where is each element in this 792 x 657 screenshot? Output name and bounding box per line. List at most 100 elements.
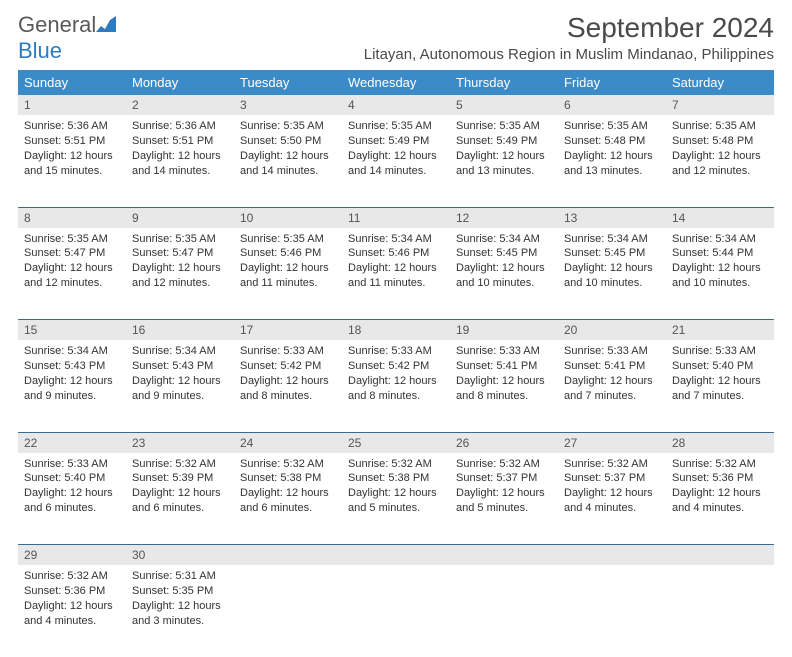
day-number: 19 — [450, 320, 558, 340]
day-number-cell: 22 — [18, 432, 126, 453]
day-info: Sunrise: 5:36 AMSunset: 5:51 PMDaylight:… — [132, 119, 228, 178]
day-cell — [234, 565, 342, 657]
day-info: Sunrise: 5:32 AMSunset: 5:37 PMDaylight:… — [564, 457, 660, 516]
weekday-header: Saturday — [666, 70, 774, 95]
day-cell: Sunrise: 5:33 AMSunset: 5:41 PMDaylight:… — [558, 340, 666, 432]
day-number-cell — [342, 545, 450, 566]
weekday-header: Wednesday — [342, 70, 450, 95]
day-info: Sunrise: 5:32 AMSunset: 5:36 PMDaylight:… — [672, 457, 768, 516]
day-info: Sunrise: 5:34 AMSunset: 5:45 PMDaylight:… — [456, 232, 552, 291]
day-info: Sunrise: 5:33 AMSunset: 5:42 PMDaylight:… — [240, 344, 336, 403]
day-number-cell: 23 — [126, 432, 234, 453]
day-info: Sunrise: 5:34 AMSunset: 5:45 PMDaylight:… — [564, 232, 660, 291]
day-number-cell: 20 — [558, 320, 666, 341]
weekday-header: Thursday — [450, 70, 558, 95]
day-number-cell: 21 — [666, 320, 774, 341]
day-info: Sunrise: 5:33 AMSunset: 5:40 PMDaylight:… — [24, 457, 120, 516]
logo-word-1: General — [18, 12, 96, 37]
day-cell: Sunrise: 5:35 AMSunset: 5:48 PMDaylight:… — [558, 115, 666, 207]
day-number: 25 — [342, 433, 450, 453]
day-number: 27 — [558, 433, 666, 453]
day-info: Sunrise: 5:35 AMSunset: 5:47 PMDaylight:… — [24, 232, 120, 291]
day-number-cell: 25 — [342, 432, 450, 453]
day-number-cell — [666, 545, 774, 566]
day-cell: Sunrise: 5:35 AMSunset: 5:46 PMDaylight:… — [234, 228, 342, 320]
day-info: Sunrise: 5:34 AMSunset: 5:43 PMDaylight:… — [132, 344, 228, 403]
day-info: Sunrise: 5:34 AMSunset: 5:43 PMDaylight:… — [24, 344, 120, 403]
day-cell: Sunrise: 5:34 AMSunset: 5:43 PMDaylight:… — [18, 340, 126, 432]
day-number: 14 — [666, 208, 774, 228]
logo: GeneralBlue — [18, 12, 116, 64]
day-number-cell: 27 — [558, 432, 666, 453]
day-number: 21 — [666, 320, 774, 340]
day-number: 18 — [342, 320, 450, 340]
day-cell — [558, 565, 666, 657]
day-cell: Sunrise: 5:36 AMSunset: 5:51 PMDaylight:… — [126, 115, 234, 207]
day-cell — [666, 565, 774, 657]
day-number: 15 — [18, 320, 126, 340]
weekday-header: Tuesday — [234, 70, 342, 95]
week-row: Sunrise: 5:35 AMSunset: 5:47 PMDaylight:… — [18, 228, 774, 320]
day-number: 23 — [126, 433, 234, 453]
day-number-cell: 2 — [126, 95, 234, 115]
day-number-cell: 4 — [342, 95, 450, 115]
daynum-row: 22232425262728 — [18, 432, 774, 453]
day-cell: Sunrise: 5:32 AMSunset: 5:37 PMDaylight:… — [558, 453, 666, 545]
day-cell: Sunrise: 5:33 AMSunset: 5:41 PMDaylight:… — [450, 340, 558, 432]
day-number: 30 — [126, 545, 234, 565]
week-row: Sunrise: 5:36 AMSunset: 5:51 PMDaylight:… — [18, 115, 774, 207]
month-title: September 2024 — [364, 12, 774, 44]
day-info: Sunrise: 5:35 AMSunset: 5:48 PMDaylight:… — [672, 119, 768, 178]
day-number: 5 — [450, 95, 558, 115]
day-info: Sunrise: 5:34 AMSunset: 5:46 PMDaylight:… — [348, 232, 444, 291]
calendar-head: SundayMondayTuesdayWednesdayThursdayFrid… — [18, 70, 774, 95]
day-cell: Sunrise: 5:32 AMSunset: 5:37 PMDaylight:… — [450, 453, 558, 545]
day-number: 10 — [234, 208, 342, 228]
day-number: 2 — [126, 95, 234, 115]
day-number-cell: 9 — [126, 207, 234, 228]
day-number: 3 — [234, 95, 342, 115]
day-cell: Sunrise: 5:33 AMSunset: 5:40 PMDaylight:… — [18, 453, 126, 545]
day-cell: Sunrise: 5:33 AMSunset: 5:40 PMDaylight:… — [666, 340, 774, 432]
daynum-row: 15161718192021 — [18, 320, 774, 341]
day-cell: Sunrise: 5:34 AMSunset: 5:43 PMDaylight:… — [126, 340, 234, 432]
location: Litayan, Autonomous Region in Muslim Min… — [364, 46, 774, 63]
day-cell: Sunrise: 5:35 AMSunset: 5:48 PMDaylight:… — [666, 115, 774, 207]
week-row: Sunrise: 5:33 AMSunset: 5:40 PMDaylight:… — [18, 453, 774, 545]
weekday-header: Friday — [558, 70, 666, 95]
day-number: 13 — [558, 208, 666, 228]
day-cell: Sunrise: 5:35 AMSunset: 5:47 PMDaylight:… — [126, 228, 234, 320]
day-number-cell: 10 — [234, 207, 342, 228]
day-number-cell: 28 — [666, 432, 774, 453]
day-number: 7 — [666, 95, 774, 115]
day-cell: Sunrise: 5:34 AMSunset: 5:46 PMDaylight:… — [342, 228, 450, 320]
logo-chart-icon — [96, 12, 116, 38]
day-number: 24 — [234, 433, 342, 453]
day-number: 29 — [18, 545, 126, 565]
day-cell: Sunrise: 5:34 AMSunset: 5:44 PMDaylight:… — [666, 228, 774, 320]
day-number: 22 — [18, 433, 126, 453]
day-number-cell — [450, 545, 558, 566]
day-number: 16 — [126, 320, 234, 340]
calendar-body: 1234567 Sunrise: 5:36 AMSunset: 5:51 PMDa… — [18, 95, 774, 657]
day-cell: Sunrise: 5:32 AMSunset: 5:38 PMDaylight:… — [342, 453, 450, 545]
day-info: Sunrise: 5:35 AMSunset: 5:47 PMDaylight:… — [132, 232, 228, 291]
day-cell: Sunrise: 5:35 AMSunset: 5:47 PMDaylight:… — [18, 228, 126, 320]
day-number: 17 — [234, 320, 342, 340]
day-number-cell: 15 — [18, 320, 126, 341]
day-number: 9 — [126, 208, 234, 228]
day-info: Sunrise: 5:36 AMSunset: 5:51 PMDaylight:… — [24, 119, 120, 178]
day-number-cell: 11 — [342, 207, 450, 228]
day-info: Sunrise: 5:31 AMSunset: 5:35 PMDaylight:… — [132, 569, 228, 628]
day-cell — [342, 565, 450, 657]
day-cell: Sunrise: 5:34 AMSunset: 5:45 PMDaylight:… — [558, 228, 666, 320]
day-number-cell: 17 — [234, 320, 342, 341]
daynum-row: 1234567 — [18, 95, 774, 115]
day-info: Sunrise: 5:33 AMSunset: 5:42 PMDaylight:… — [348, 344, 444, 403]
day-number-cell — [558, 545, 666, 566]
day-cell: Sunrise: 5:36 AMSunset: 5:51 PMDaylight:… — [18, 115, 126, 207]
day-info: Sunrise: 5:33 AMSunset: 5:41 PMDaylight:… — [564, 344, 660, 403]
day-cell: Sunrise: 5:32 AMSunset: 5:36 PMDaylight:… — [18, 565, 126, 657]
day-number-cell: 13 — [558, 207, 666, 228]
day-info: Sunrise: 5:32 AMSunset: 5:39 PMDaylight:… — [132, 457, 228, 516]
